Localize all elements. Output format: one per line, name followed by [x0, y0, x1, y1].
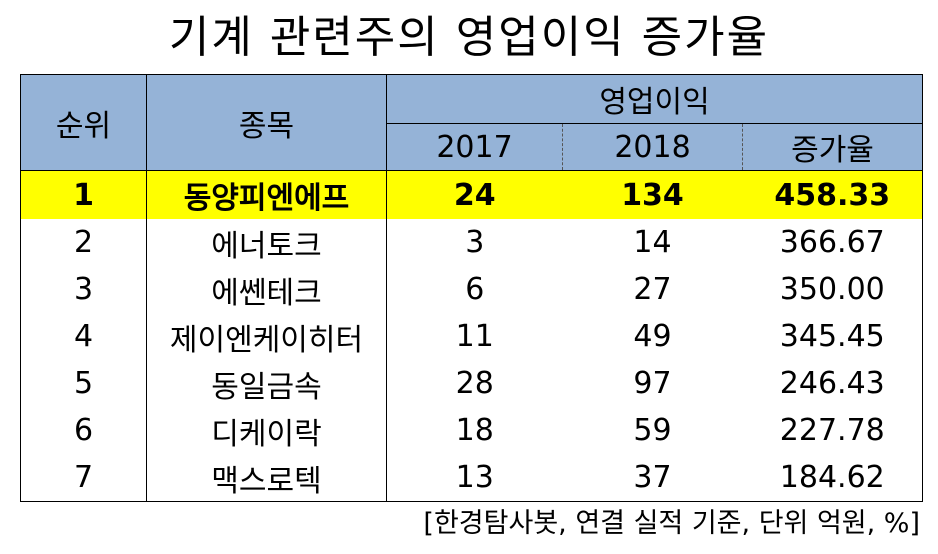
table-row: 5 동일금속 28 97 246.43	[20, 360, 924, 407]
rank-cell: 6	[20, 407, 147, 454]
header-name: 종목	[146, 74, 387, 171]
operating-profit-table: 순위 종목 영업이익 2017 2018 증가율 1 동양피엔에프 24 134…	[20, 74, 924, 502]
name-cell: 에쎈테크	[146, 266, 387, 313]
table-row: 1 동양피엔에프 24 134 458.33	[20, 170, 924, 219]
value-2017-cell: 18	[455, 413, 494, 448]
value-2017-cell: 13	[386, 454, 563, 502]
rank-cell: 3	[20, 266, 147, 313]
value-2018-cell: 97	[633, 366, 672, 401]
increase-cell: 350.00	[742, 266, 924, 313]
source-note: [한경탐사봇, 연결 실적 기준, 단위 억원, %]	[423, 508, 920, 539]
rank-cell: 4	[20, 313, 147, 360]
value-2018-cell: 134	[562, 170, 743, 219]
name-cell: 디케이락	[146, 407, 387, 454]
rank-cell: 7	[20, 454, 147, 502]
value-2017-cell: 28	[455, 366, 494, 401]
increase-cell: 366.67	[742, 219, 924, 266]
table-row: 7 맥스로텍 13 37 184.62	[20, 454, 924, 502]
value-2017-cell: 3	[465, 225, 485, 260]
header-increase: 증가율	[742, 123, 924, 171]
page-title: 기계 관련주의 영업이익 증가율	[168, 12, 770, 63]
increase-cell: 184.62	[742, 454, 924, 502]
table-row: 2 에너토크 3 14 366.67	[20, 219, 924, 266]
table-row: 3 에쎈테크 6 27 350.00	[20, 266, 924, 313]
table-row: 4 제이엔케이히터 11 49 345.45	[20, 313, 924, 360]
increase-cell: 227.78	[742, 407, 924, 454]
header-year-2017: 2017	[386, 123, 563, 171]
increase-cell: 246.43	[742, 360, 924, 407]
header-year-2018: 2018	[562, 123, 743, 171]
value-2018-cell: 14	[633, 225, 672, 260]
rank-cell: 1	[20, 170, 147, 219]
value-2017-cell: 24	[386, 170, 563, 219]
value-2017-cell: 11	[455, 319, 494, 354]
value-2017-cell: 6	[465, 272, 485, 307]
value-2018-cell: 59	[633, 413, 672, 448]
value-2018-cell: 37	[562, 454, 743, 502]
header-rank: 순위	[20, 74, 147, 171]
name-cell: 동일금속	[146, 360, 387, 407]
increase-cell: 345.45	[742, 313, 924, 360]
value-2018-cell: 27	[633, 272, 672, 307]
header-operating-profit: 영업이익	[385, 74, 924, 124]
name-cell: 제이엔케이히터	[146, 313, 387, 360]
table-row: 6 디케이락 18 59 227.78	[20, 407, 924, 454]
name-cell: 동양피엔에프	[146, 170, 387, 219]
rank-cell: 5	[20, 360, 147, 407]
increase-cell: 458.33	[742, 170, 924, 219]
value-2018-cell: 49	[633, 319, 672, 354]
name-cell: 맥스로텍	[146, 454, 387, 502]
rank-cell: 2	[20, 219, 147, 266]
name-cell: 에너토크	[146, 219, 387, 266]
